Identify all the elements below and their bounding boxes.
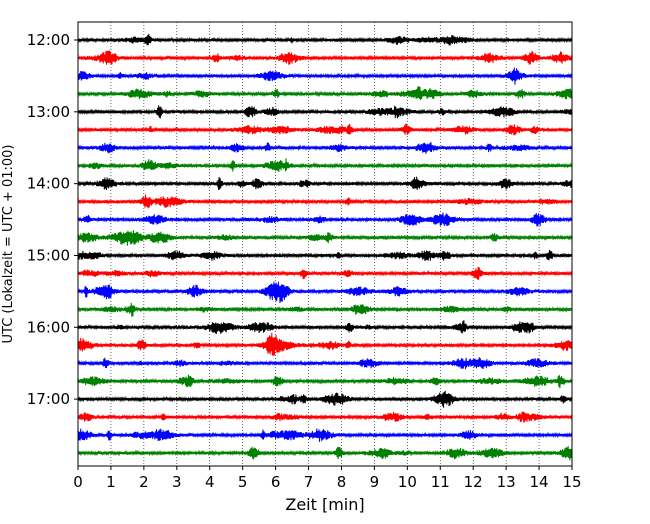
x-tick-label: 9 [370, 473, 380, 491]
trace-1345 [77, 158, 573, 172]
trace-1515 [77, 266, 573, 280]
y-axis-label: UTC (Lokalzeit = UTC + 01:00) [1, 145, 16, 344]
x-tick-label: 15 [562, 473, 581, 491]
tick-layer: 0 1 2 3 4 5 6 7 8 9 10 11 12 13 14 1512:0013:0014:0015:… [27, 31, 582, 491]
trace-1400 [77, 176, 573, 191]
y-tick-label: 17:00 [27, 390, 70, 408]
x-tick-label: 10 [398, 473, 417, 491]
trace-1630 [77, 357, 573, 370]
trace-1730 [77, 428, 573, 442]
x-tick-label: 11 [431, 473, 450, 491]
x-tick-label: 4 [205, 473, 215, 491]
x-tick-label: 3 [172, 473, 182, 491]
x-tick-label: 1 [106, 473, 116, 491]
trace-1745 [77, 446, 573, 461]
trace-1315 [77, 123, 573, 136]
y-tick-label: 15:00 [27, 246, 70, 264]
y-tick-label: 16:00 [27, 318, 70, 336]
trace-1645 [77, 374, 573, 389]
trace-1700 [77, 390, 573, 408]
y-tick-label: 13:00 [27, 103, 70, 121]
trace-1615 [77, 332, 573, 356]
x-tick-label: 13 [497, 473, 516, 491]
x-tick-label: 8 [337, 473, 347, 491]
trace-1245 [77, 86, 573, 101]
trace-1200 [77, 33, 573, 46]
x-tick-label: 5 [238, 473, 248, 491]
plot-frame [77, 21, 573, 467]
x-tick-label: 0 [73, 473, 83, 491]
x-axis-label: Zeit [min] [285, 495, 364, 514]
trace-1445 [77, 230, 573, 246]
x-tick-label: 12 [464, 473, 483, 491]
trace-1215 [77, 50, 573, 65]
trace-1300 [77, 105, 573, 119]
trace-1500 [77, 250, 573, 262]
x-tick-label: 14 [530, 473, 549, 491]
trace-1430 [77, 212, 573, 227]
trace-1600 [77, 320, 573, 335]
trace-1415 [77, 194, 573, 209]
trace-1230 [77, 67, 573, 85]
trace-layer [77, 33, 573, 461]
x-tick-label: 6 [271, 473, 281, 491]
trace-1545 [77, 302, 573, 317]
grid-layer [110, 22, 540, 466]
y-tick-label: 14:00 [27, 175, 70, 193]
trace-1330 [77, 142, 573, 154]
trace-1530 [77, 281, 573, 304]
trace-1715 [77, 411, 573, 423]
x-tick-label: 7 [304, 473, 314, 491]
x-tick-label: 2 [139, 473, 149, 491]
y-tick-label: 12:00 [27, 31, 70, 49]
